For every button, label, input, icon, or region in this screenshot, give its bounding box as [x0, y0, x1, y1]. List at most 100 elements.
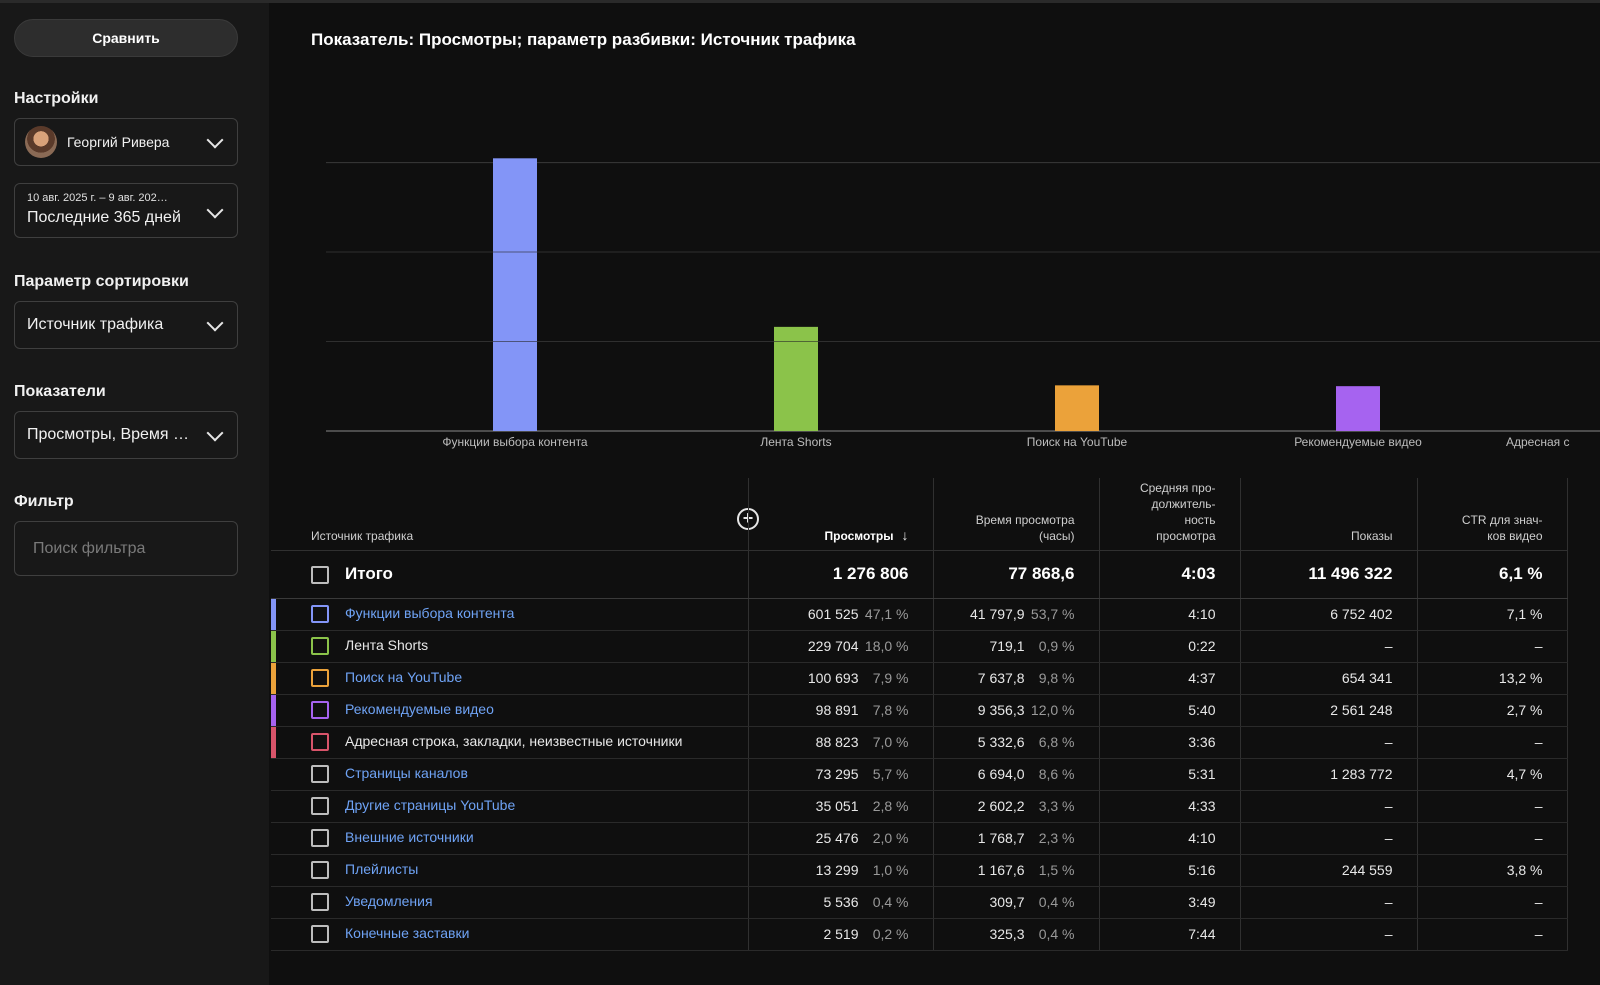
row-checkbox[interactable] — [311, 861, 329, 880]
row-checkbox[interactable] — [311, 637, 329, 656]
metrics-select[interactable]: Просмотры, Время … — [14, 411, 238, 459]
source-name[interactable]: Рекомендуемые видео — [345, 700, 494, 717]
views-value: 25 476 — [815, 830, 859, 846]
table-row[interactable]: Страницы каналов 73 295 5,7 % 6 694,0 8,6 % 5… — [271, 758, 1568, 791]
chart-bar[interactable] — [493, 158, 537, 432]
avg-duration-cell: 7:44 — [1099, 918, 1241, 951]
watch-time-percent: 3,3 % — [1038, 798, 1075, 814]
impressions-cell: – — [1240, 630, 1418, 663]
date-range-label: Последние 365 дней — [27, 209, 181, 226]
table-row[interactable]: Другие страницы YouTube 35 051 2,8 % 2 602,… — [271, 790, 1568, 823]
col-header-ctr-line2: ков видео — [1487, 528, 1543, 543]
views-percent: 7,8 % — [872, 702, 909, 718]
views-cell: 73 295 5,7 % — [748, 758, 934, 791]
table-row[interactable]: Функции выбора контента 601 525 47,1 % 41 7… — [271, 598, 1568, 631]
table-row[interactable]: Адресная строка, закладки, неизвестные и… — [271, 726, 1568, 759]
row-checkbox[interactable] — [311, 701, 329, 720]
watch-time-value: 2 602,2 — [977, 798, 1025, 814]
chart-bar[interactable] — [1336, 386, 1380, 431]
chart-bar[interactable] — [774, 326, 818, 431]
chart-x-label: Поиск на YouTube — [1027, 435, 1128, 449]
watch-time-cell: 719,1 0,9 % — [933, 630, 1100, 663]
table-row[interactable]: Поиск на YouTube 100 693 7,9 % 7 637,8 9,8 %… — [271, 662, 1568, 695]
table-row[interactable]: Уведомления 5 536 0,4 % 309,7 0,4 % 3:49– – — [271, 886, 1568, 919]
chart-x-label: Лента Shorts — [760, 435, 831, 449]
table-row[interactable]: Рекомендуемые видео 98 891 7,8 % 9 356,3 12,… — [271, 694, 1568, 727]
watch-time-value: 309,7 — [989, 894, 1025, 910]
ctr-cell: – — [1417, 726, 1568, 759]
chart-x-label: Функции выбора контента — [442, 435, 588, 449]
row-checkbox[interactable] — [311, 893, 329, 912]
chart-x-label: Рекомендуемые видео — [1294, 435, 1422, 449]
table-row[interactable]: Плейлисты 13 299 1,0 % 1 167,6 1,5 % 5:16 244 … — [271, 854, 1568, 887]
watch-time-value: 41 797,9 — [970, 606, 1025, 622]
views-value: 2 519 — [823, 926, 859, 942]
table-row[interactable]: Внешние источники 25 476 2,0 % 1 768,7 2,3 %… — [271, 822, 1568, 855]
source-name[interactable]: Плейлисты — [345, 860, 419, 877]
watch-time-percent: 8,6 % — [1038, 766, 1075, 782]
source-name[interactable]: Конечные заставки — [345, 924, 470, 941]
impressions-cell: – — [1240, 790, 1418, 823]
views-percent: 1,0 % — [872, 862, 909, 878]
sort-select[interactable]: Источник трафика — [14, 301, 238, 349]
watch-time-cell: 2 602,2 3,3 % — [933, 790, 1100, 823]
views-cell: 229 704 18,0 % — [748, 630, 934, 663]
watch-time-cell: 9 356,3 12,0 % — [933, 694, 1100, 727]
sort-down-arrow-icon[interactable]: ↓ — [901, 526, 909, 543]
watch-time-percent: 9,8 % — [1038, 670, 1075, 686]
row-checkbox[interactable] — [311, 925, 329, 944]
views-value: 601 525 — [807, 606, 859, 622]
watch-time-percent: 0,9 % — [1038, 638, 1075, 654]
channel-select[interactable]: Георгий Ривера — [14, 118, 238, 166]
date-range-select[interactable]: 10 авг. 2025 г. – 9 авг. 202… Последние … — [14, 183, 238, 238]
chart-bar[interactable] — [1055, 385, 1099, 431]
col-header-views[interactable]: Просмотры ↓ — [748, 478, 934, 551]
source-cell: Плейлисты — [271, 854, 749, 887]
watch-time-cell: 1 768,7 2,3 % — [933, 822, 1100, 855]
impressions-cell: – — [1240, 726, 1418, 759]
table-row[interactable]: Лента Shorts 229 704 18,0 % 719,1 0,9 % 0:22–… — [271, 630, 1568, 663]
ctr-cell: – — [1417, 918, 1568, 951]
total-checkbox[interactable] — [311, 565, 329, 584]
source-cell: Лента Shorts — [271, 630, 749, 663]
avg-duration-cell: 5:16 — [1099, 854, 1241, 887]
source-name[interactable]: Страницы каналов — [345, 764, 468, 781]
avg-duration-cell: 4:37 — [1099, 662, 1241, 695]
chevron-down-icon — [206, 314, 224, 332]
col-header-avg-duration[interactable]: Средняя про- должитель- ность просмотра — [1099, 478, 1241, 551]
row-checkbox[interactable] — [311, 669, 329, 688]
col-header-watch-time-line2: (часы) — [1038, 528, 1075, 543]
row-checkbox[interactable] — [311, 605, 329, 624]
top-divider — [0, 0, 1600, 3]
views-cell: 5 536 0,4 % — [748, 886, 934, 919]
source-name[interactable]: Внешние источники — [345, 828, 474, 845]
compare-button[interactable]: Сравнить — [14, 19, 238, 57]
source-name[interactable]: Поиск на YouTube — [345, 668, 463, 685]
watch-time-cell: 325,3 0,4 % — [933, 918, 1100, 951]
source-name[interactable]: Уведомления — [345, 892, 433, 909]
row-checkbox[interactable] — [311, 733, 329, 752]
views-value: 35 051 — [815, 798, 859, 814]
sort-label: Параметр сортировки — [14, 273, 189, 290]
table-row[interactable]: Конечные заставки 2 519 0,2 % 325,3 0,4 % 7:4… — [271, 918, 1568, 951]
views-percent: 7,0 % — [872, 734, 909, 750]
col-header-avg-line1: Средняя про- — [1139, 480, 1216, 495]
filter-search-input[interactable]: Поиск фильтра — [14, 521, 238, 576]
col-header-impressions[interactable]: Показы — [1240, 478, 1418, 551]
table-header: Источник трафика Просмотры ↓ Время просмо… — [271, 478, 1568, 551]
col-header-watch-time[interactable]: Время просмотра (часы) — [933, 478, 1100, 551]
source-cell: Другие страницы YouTube — [271, 790, 749, 823]
row-checkbox[interactable] — [311, 765, 329, 784]
avg-duration-cell: 4:10 — [1099, 598, 1241, 631]
views-percent: 0,4 % — [872, 894, 909, 910]
impressions-cell: 6 752 402 — [1240, 598, 1418, 631]
col-header-ctr[interactable]: CTR для знач- ков видео — [1417, 478, 1568, 551]
source-name[interactable]: Функции выбора контента — [345, 604, 515, 621]
col-header-source[interactable]: Источник трафика — [271, 478, 749, 551]
chevron-down-icon — [206, 201, 224, 219]
source-name[interactable]: Другие страницы YouTube — [345, 796, 516, 813]
bar-chart: Функции выбора контента Лента Shorts Поиск… — [326, 158, 1600, 449]
row-checkbox[interactable] — [311, 797, 329, 816]
row-checkbox[interactable] — [311, 829, 329, 848]
watch-time-percent: 2,3 % — [1038, 830, 1075, 846]
